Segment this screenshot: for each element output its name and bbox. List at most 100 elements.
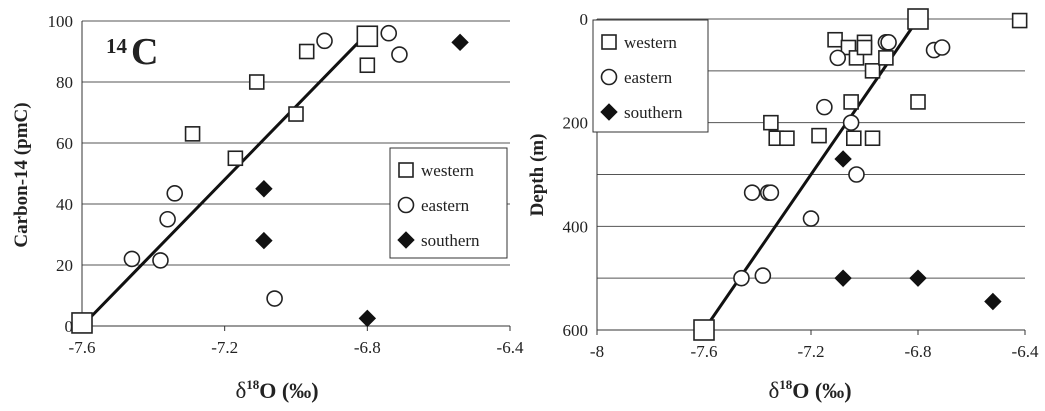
southern-point: [984, 292, 1002, 311]
eastern-point: [152, 252, 169, 269]
western-point: [907, 8, 929, 30]
right-x-tick-labels: -8 -7.6 -7.2 -6.8 -6.4: [590, 330, 1039, 361]
western-point: [845, 130, 862, 147]
legend-eastern-label: eastern: [624, 68, 673, 87]
legend-eastern-swatch: [600, 68, 618, 86]
western-point: [864, 130, 881, 147]
isotope-annotation: 14 C: [106, 31, 158, 73]
x-tick-label: -7.2: [211, 338, 238, 357]
right-y-axis-title: Depth (m): [527, 134, 548, 217]
right-y-tick-labels: 0 200 400 600: [563, 10, 589, 340]
eastern-point: [754, 267, 772, 284]
left-x-axis-sup: 18: [246, 377, 260, 392]
legend-western-label: western: [421, 161, 474, 180]
left-x-axis-main: O (‰): [259, 378, 318, 403]
x-tick-label: -6.8: [905, 342, 932, 361]
western-point: [843, 94, 859, 110]
western-point: [359, 57, 376, 74]
western-point: [227, 150, 244, 167]
left-legend: western eastern southern: [389, 147, 508, 259]
y-tick-label: 0: [580, 10, 589, 29]
right-legend: western eastern southern: [592, 19, 709, 133]
western-point: [184, 126, 201, 142]
legend-western-swatch: [398, 162, 414, 178]
x-tick-label: -7.6: [69, 338, 96, 357]
legend-eastern-swatch: [397, 196, 415, 214]
legend-eastern-label: eastern: [421, 196, 470, 215]
western-point: [1011, 12, 1028, 29]
legend-southern-label: southern: [421, 231, 480, 250]
western-point: [298, 43, 315, 60]
southern-point: [909, 269, 927, 287]
western-point: [356, 25, 379, 48]
eastern-point: [391, 46, 408, 63]
southern-point: [834, 150, 852, 168]
legend-western-label: western: [624, 33, 677, 52]
eastern-point: [316, 32, 333, 50]
eastern-point: [842, 114, 860, 131]
eastern-point: [166, 185, 184, 202]
southern-point: [834, 269, 852, 287]
right-x-axis-main: O (‰): [792, 378, 851, 403]
y-tick-label: 40: [56, 195, 73, 214]
western-point: [248, 74, 265, 90]
right-data-points: [693, 8, 1028, 341]
isotope-superscript: 14: [106, 34, 128, 58]
left-trendline: [80, 32, 369, 328]
southern-point: [451, 33, 469, 52]
eastern-point: [829, 49, 847, 67]
carbon14-chart: 0 20 40 60 80 100 -7.6 -7.2 -6.8 -6.4 14 C Carbo…: [11, 12, 524, 403]
x-tick-label: -6.4: [1012, 342, 1039, 361]
western-point: [878, 50, 894, 66]
left-y-axis-title: Carbon-14 (pmC): [11, 102, 32, 247]
left-x-axis-title: δ18O (‰): [235, 377, 318, 403]
eastern-point: [848, 166, 865, 183]
left-data-points: [71, 24, 469, 334]
left-gridlines: [81, 20, 510, 327]
eastern-point: [266, 290, 283, 307]
right-x-axis-sup: 18: [779, 377, 793, 392]
eastern-point: [123, 250, 141, 268]
eastern-point: [159, 210, 176, 228]
y-tick-label: 100: [48, 12, 74, 31]
western-point: [763, 114, 779, 131]
left-x-axis-delta: δ: [235, 378, 246, 403]
southern-point: [358, 309, 377, 328]
right-x-axis-delta: δ: [768, 378, 779, 403]
legend-western-swatch: [601, 34, 617, 50]
left-y-tick-labels: 0 20 40 60 80 100: [48, 12, 74, 336]
western-point: [827, 31, 843, 48]
eastern-point: [880, 34, 897, 51]
eastern-point: [933, 39, 951, 56]
eastern-point: [380, 24, 398, 42]
western-point: [864, 63, 881, 79]
y-tick-label: 60: [56, 134, 73, 153]
western-point: [779, 130, 795, 147]
eastern-point: [743, 184, 761, 201]
left-x-tick-labels: -7.6 -7.2 -6.8 -6.4: [69, 326, 524, 357]
western-point: [288, 106, 304, 122]
right-x-axis-title: δ18O (‰): [768, 377, 851, 403]
y-tick-label: 400: [563, 217, 589, 236]
x-tick-label: -6.4: [497, 338, 524, 357]
southern-point: [255, 180, 273, 198]
legend-southern-swatch: [397, 231, 415, 249]
eastern-point: [802, 210, 820, 227]
southern-point: [255, 231, 273, 250]
x-tick-label: -7.6: [691, 342, 718, 361]
y-tick-label: 600: [563, 321, 589, 340]
y-tick-label: 0: [65, 317, 74, 336]
western-point: [856, 39, 873, 56]
y-tick-label: 20: [56, 256, 73, 275]
western-point: [71, 312, 93, 334]
y-tick-label: 80: [56, 73, 73, 92]
x-tick-label: -7.2: [798, 342, 825, 361]
western-point: [693, 319, 715, 341]
x-tick-label: -6.8: [354, 338, 381, 357]
legend-southern-label: southern: [624, 103, 683, 122]
western-point: [910, 94, 926, 110]
eastern-point: [762, 184, 780, 201]
eastern-point: [733, 269, 750, 287]
western-point: [811, 127, 827, 144]
